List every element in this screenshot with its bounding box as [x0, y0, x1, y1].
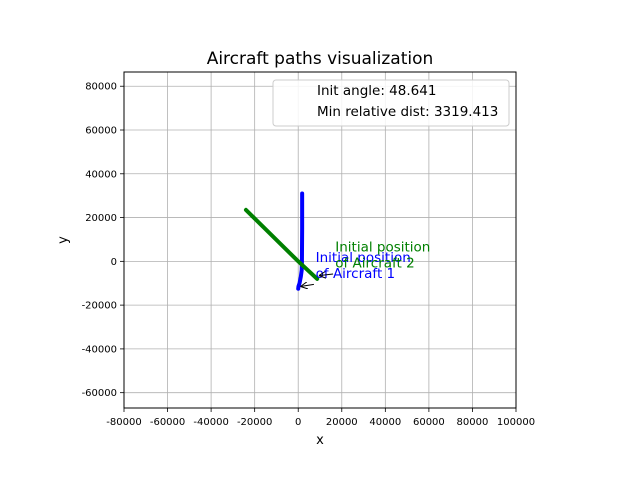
y-tick-label: 40000 — [85, 169, 117, 180]
y-tick-label: 20000 — [85, 213, 117, 224]
legend-box — [272, 79, 510, 127]
x-axis-label: x — [316, 433, 324, 448]
x-tick-label: 60000 — [413, 417, 445, 428]
chart-title: Aircraft paths visualization — [207, 49, 434, 69]
annotation-label-1: Initial position of Aircraft 1 — [316, 250, 411, 282]
y-tick-label: 80000 — [85, 82, 117, 93]
aircraft-path-2 — [243, 207, 320, 281]
x-tick-label: 40000 — [369, 417, 401, 428]
series-group — [243, 191, 320, 291]
annotation-line: Initial position — [335, 239, 430, 255]
x-tick-label: -80000 — [106, 417, 141, 428]
annotation-arrow-2 — [319, 274, 334, 276]
x-tick-label: 100000 — [497, 417, 535, 428]
plot-area-frame — [123, 71, 517, 409]
x-tick-label: 80000 — [457, 417, 489, 428]
annotation-line: of Aircraft 2 — [335, 255, 414, 271]
legend-entry: Init angle: 48.641 — [317, 83, 436, 99]
y-tick-label: 0 — [111, 257, 117, 268]
y-tick-label: -60000 — [82, 388, 117, 399]
axis-ticks: -80000 -60000 -40000 -20000 0 20000 40000 60000… — [82, 82, 536, 428]
x-tick-label: -40000 — [193, 417, 228, 428]
x-tick-label: -60000 — [150, 417, 185, 428]
y-tick-label: 60000 — [85, 126, 117, 137]
y-tick-label: -40000 — [82, 344, 117, 355]
legend: Init angle: 48.641 Min relative dist: 331… — [272, 79, 510, 127]
legend-entry: Min relative dist: 3319.413 — [317, 104, 498, 120]
x-tick-label: -20000 — [237, 417, 272, 428]
annotation-line: of Aircraft 1 — [316, 266, 395, 282]
annotation-arrow-1 — [300, 284, 314, 286]
aircraft-path-1 — [296, 191, 305, 291]
y-axis-label: y — [56, 236, 71, 244]
annotation-line: Initial position — [316, 250, 411, 266]
annotation-label-2: Initial position of Aircraft 2 — [335, 239, 430, 271]
y-tick-label: -20000 — [82, 301, 117, 312]
x-tick-label: 20000 — [326, 417, 358, 428]
x-tick-label: 0 — [295, 417, 301, 428]
